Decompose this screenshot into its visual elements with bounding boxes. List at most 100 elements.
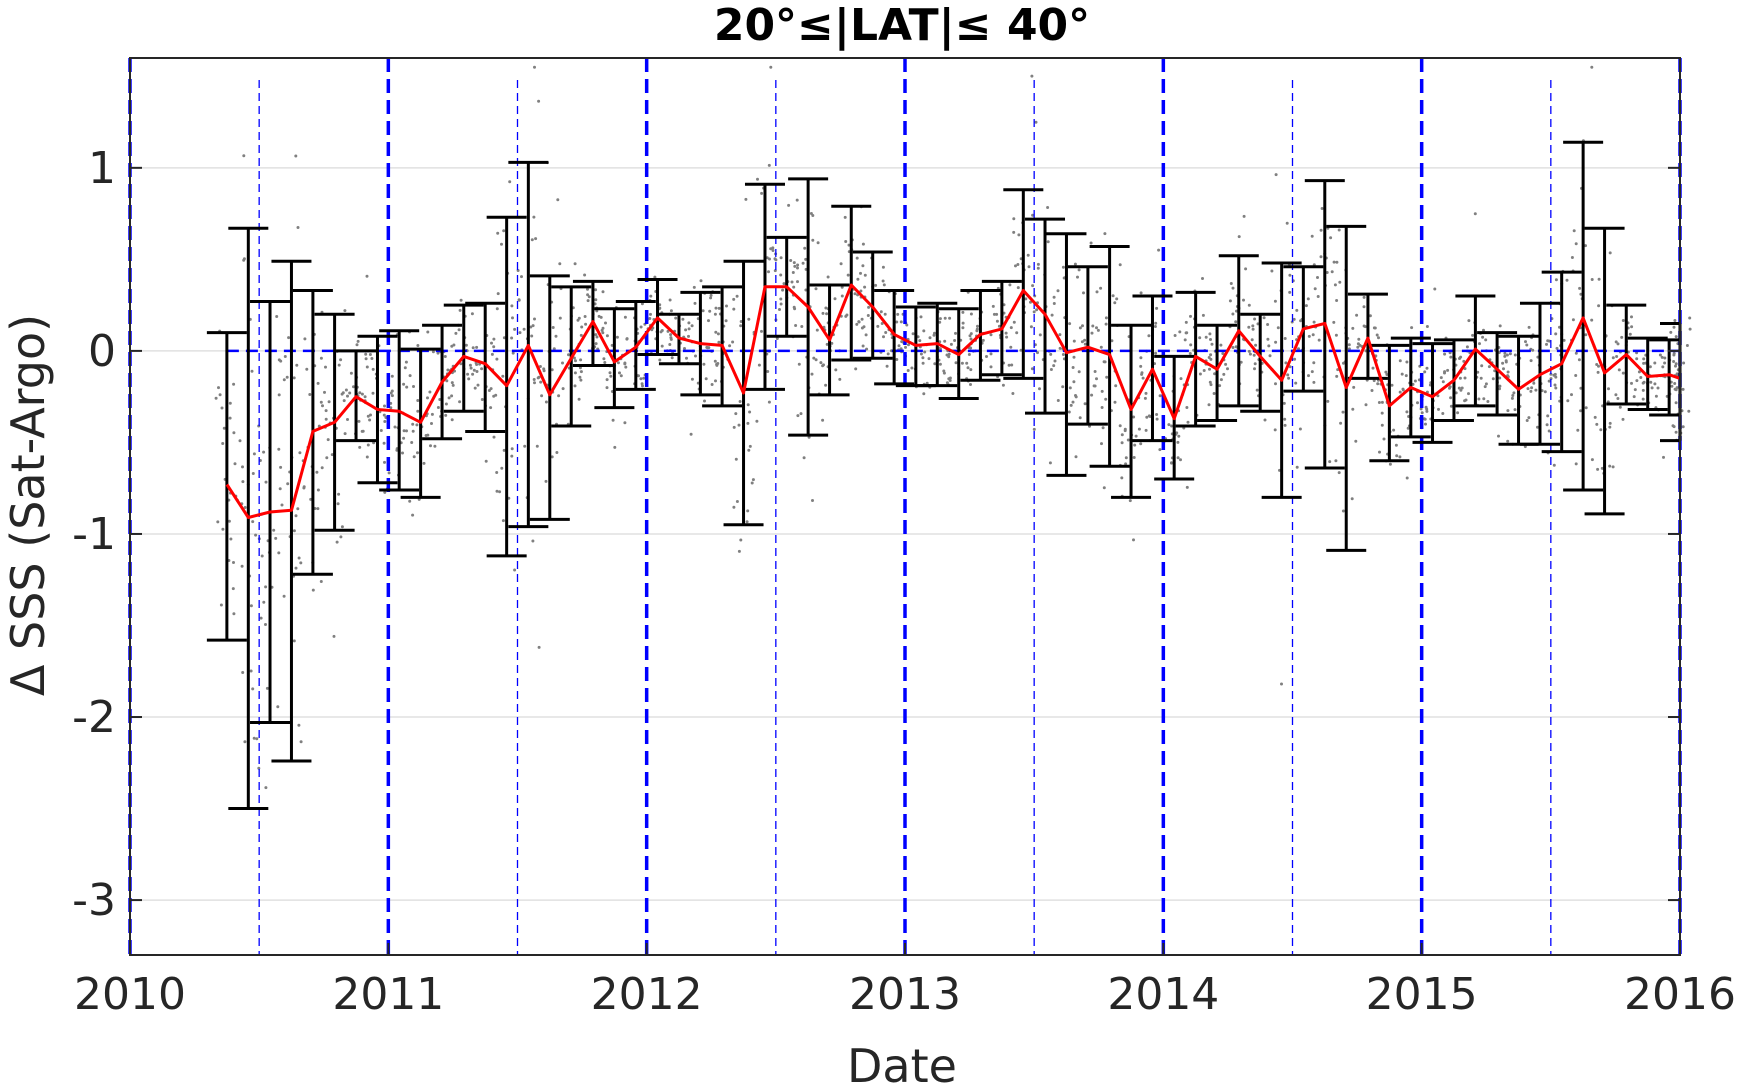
scatter-point (616, 361, 620, 365)
scatter-point (431, 350, 435, 354)
scatter-point (324, 417, 328, 421)
scatter-point (411, 429, 415, 433)
scatter-point (403, 366, 407, 370)
scatter-point (232, 382, 236, 386)
scatter-point (927, 357, 931, 361)
scatter-point (363, 395, 367, 399)
scatter-point (558, 262, 562, 266)
scatter-point (1648, 365, 1652, 369)
scatter-point (1093, 370, 1097, 373)
scatter-point (1247, 303, 1251, 307)
scatter-point (1242, 214, 1246, 218)
scatter-point (264, 480, 268, 484)
scatter-point (1398, 455, 1402, 459)
scatter-point (348, 391, 352, 395)
scatter-point (1419, 407, 1423, 411)
scatter-point (1103, 232, 1107, 236)
scatter-point (728, 344, 732, 348)
scatter-point (1189, 343, 1193, 347)
scatter-point (484, 459, 488, 463)
scatter-point (510, 336, 514, 340)
scatter-point (714, 379, 717, 383)
scatter-point (1584, 406, 1588, 410)
scatter-point (262, 600, 266, 604)
scatter-point (252, 736, 256, 740)
scatter-point (1316, 295, 1320, 298)
scatter-point (1423, 417, 1427, 421)
scatter-point (1506, 409, 1510, 413)
scatter-point (943, 339, 947, 343)
scatter-point (1056, 289, 1060, 293)
scatter-point (881, 265, 885, 269)
scatter-point (1208, 380, 1212, 384)
mean-line (225, 283, 1681, 519)
scatter-point (1221, 352, 1225, 355)
scatter-point (1674, 401, 1678, 405)
scatter-point (746, 509, 750, 513)
scatter-point (1273, 428, 1277, 432)
scatter-point (1457, 386, 1461, 390)
scatter-point (232, 431, 236, 435)
scatter-point (531, 324, 535, 328)
scatter-point (550, 368, 554, 372)
scatter-point (1188, 352, 1192, 355)
scatter-point (1614, 393, 1618, 397)
scatter-point (1456, 411, 1460, 415)
scatter-point (283, 355, 287, 358)
scatter-point (1356, 342, 1360, 346)
scatter-point (1410, 326, 1414, 330)
scatter-point (1688, 316, 1692, 320)
scatter-point (1590, 318, 1594, 322)
scatter-point (1401, 388, 1405, 392)
scatter-point (781, 288, 785, 292)
scatter-point (1189, 314, 1192, 318)
scatter-point (615, 335, 619, 339)
scatter-point (1424, 405, 1428, 409)
scatter-point (1338, 280, 1342, 284)
scatter-point (1074, 455, 1078, 459)
scatter-point (1155, 306, 1159, 310)
scatter-point (495, 307, 499, 311)
scatter-point (1235, 309, 1238, 313)
scatter-point (1385, 373, 1389, 376)
scatter-point (883, 312, 887, 316)
scatter-point (402, 436, 406, 440)
scatter-point (1458, 376, 1462, 380)
scatter-point (1212, 392, 1216, 395)
scatter-point (767, 400, 771, 404)
scatter-point (799, 412, 803, 416)
scatter-point (911, 332, 915, 336)
scatter-point (766, 370, 770, 373)
scatter-point (1574, 351, 1578, 355)
error-bar (1412, 342, 1453, 444)
scatter-point (1143, 396, 1147, 400)
scatter-point (724, 319, 728, 323)
scatter-point (1498, 384, 1502, 388)
scatter-point (1579, 409, 1583, 413)
scatter-point (1185, 331, 1189, 335)
scatter-point (1154, 351, 1158, 355)
scatter-point (1283, 417, 1287, 421)
scatter-point (594, 288, 598, 292)
scatter-point (446, 368, 450, 372)
scatter-point (1050, 313, 1054, 317)
scatter-point (1209, 383, 1213, 387)
scatter-point (1351, 407, 1355, 411)
x-tick-label: 2013 (849, 969, 961, 1020)
scatter-point (1595, 363, 1599, 366)
scatter-point (755, 419, 759, 423)
scatter-point (1608, 251, 1612, 255)
scatter-point (1267, 344, 1271, 348)
scatter-point (1202, 369, 1206, 372)
scatter-point (346, 418, 349, 421)
scatter-point (1310, 370, 1314, 374)
scatter-point (1633, 388, 1637, 392)
scatter-point (1674, 430, 1678, 434)
scatter-point (1635, 357, 1639, 361)
scatter-point (1590, 458, 1594, 462)
scatter-point (1076, 275, 1079, 279)
scatter-point (769, 65, 773, 69)
scatter-point (594, 342, 598, 346)
scatter-point (320, 466, 324, 470)
scatter-point (1068, 322, 1072, 326)
